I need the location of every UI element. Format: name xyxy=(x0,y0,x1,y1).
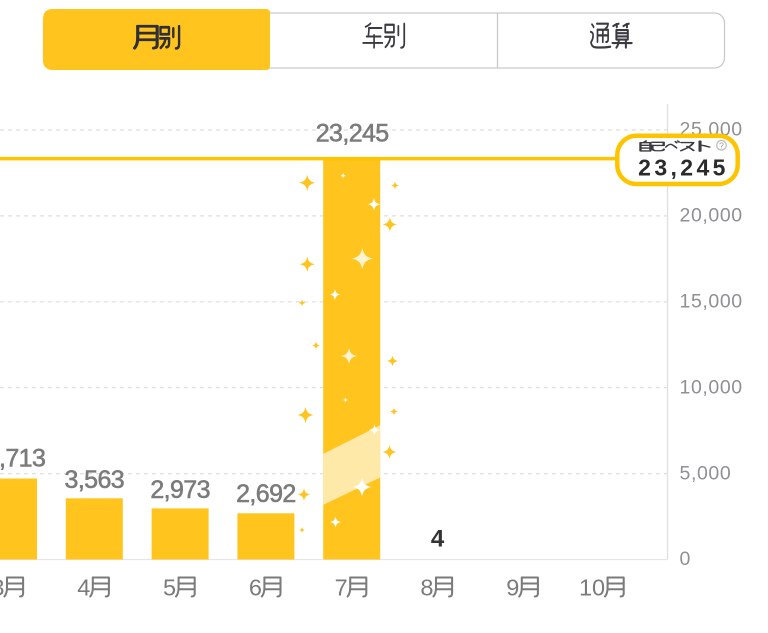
svg-text:23,245: 23,245 xyxy=(316,120,389,148)
svg-text:9: 9 xyxy=(506,575,519,601)
svg-text:10: 10 xyxy=(579,575,605,601)
svg-text:5,000: 5,000 xyxy=(680,462,732,484)
svg-text:4: 4 xyxy=(77,575,90,601)
svg-text:2,973: 2,973 xyxy=(150,476,210,504)
svg-text:4: 4 xyxy=(431,525,445,552)
svg-text:6: 6 xyxy=(249,575,262,601)
svg-text:10,000: 10,000 xyxy=(680,376,743,398)
svg-text:7: 7 xyxy=(335,575,348,601)
svg-text:20,000: 20,000 xyxy=(680,205,743,227)
svg-text:23,245: 23,245 xyxy=(638,155,729,181)
svg-text:3: 3 xyxy=(0,575,5,601)
svg-text:15,000: 15,000 xyxy=(680,291,743,313)
svg-text:3,563: 3,563 xyxy=(65,466,125,494)
svg-text:5: 5 xyxy=(163,575,176,601)
svg-text:0: 0 xyxy=(680,548,691,570)
svg-text:?: ? xyxy=(719,140,724,150)
svg-text:8: 8 xyxy=(420,575,433,601)
svg-text:2,692: 2,692 xyxy=(236,480,296,508)
svg-text:4,713: 4,713 xyxy=(0,445,45,473)
